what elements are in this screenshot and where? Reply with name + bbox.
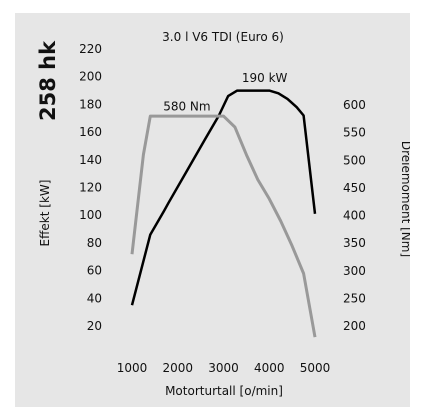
y-right-tick-label: 200	[343, 319, 366, 333]
chart-panel: 3.0 l V6 TDI (Euro 6) 258 hk Effekt [kW]…	[15, 13, 410, 407]
y-left-tick-label: 40	[87, 291, 102, 305]
y-axis-right-label: Dreiemoment [Nm]	[399, 141, 410, 257]
y-left-tick-label: 80	[87, 236, 102, 250]
x-tick-label: 4000	[254, 361, 285, 375]
y-left-tick-label: 120	[79, 181, 102, 195]
y-left-tick-label: 20	[87, 319, 102, 333]
y-right-tick-label: 600	[343, 98, 366, 112]
y-right-tick-label: 250	[343, 291, 366, 305]
y-right-tick-label: 400	[343, 209, 366, 223]
torque-peak-annotation: 580 Nm	[163, 100, 210, 114]
y-right-tick-label: 550	[343, 126, 366, 140]
y-right-tick-label: 350	[343, 236, 366, 250]
y-left-tick-label: 220	[79, 42, 102, 56]
chart-title: 3.0 l V6 TDI (Euro 6)	[162, 30, 284, 44]
y-left-tick-label: 100	[79, 208, 102, 222]
x-axis-label: Motorturtall [o/min]	[165, 384, 283, 398]
y-left-tick-label: 160	[79, 125, 102, 139]
y-left-tick-label: 180	[79, 97, 102, 111]
y-right-tick-label: 300	[343, 264, 366, 278]
y-axis-left-label: Effekt [kW]	[38, 180, 52, 247]
x-tick-label: 5000	[300, 361, 331, 375]
power-peak-annotation: 190 kW	[242, 71, 288, 85]
power-rating-label: 258 hk	[36, 40, 60, 121]
series-line-effekt	[130, 89, 317, 306]
y-left-tick-label: 60	[87, 264, 102, 278]
x-tick-label: 1000	[117, 361, 148, 375]
engine-performance-chart: 3.0 l V6 TDI (Euro 6) 258 hk Effekt [kW]…	[36, 30, 410, 398]
x-tick-label: 3000	[208, 361, 239, 375]
y-left-tick-label: 140	[79, 153, 102, 167]
y-right-tick-label: 500	[343, 153, 366, 167]
series-line-dreiemoment	[130, 114, 317, 338]
y-left-tick-label: 200	[79, 70, 102, 84]
y-right-tick-label: 450	[343, 181, 366, 195]
x-tick-label: 2000	[162, 361, 193, 375]
